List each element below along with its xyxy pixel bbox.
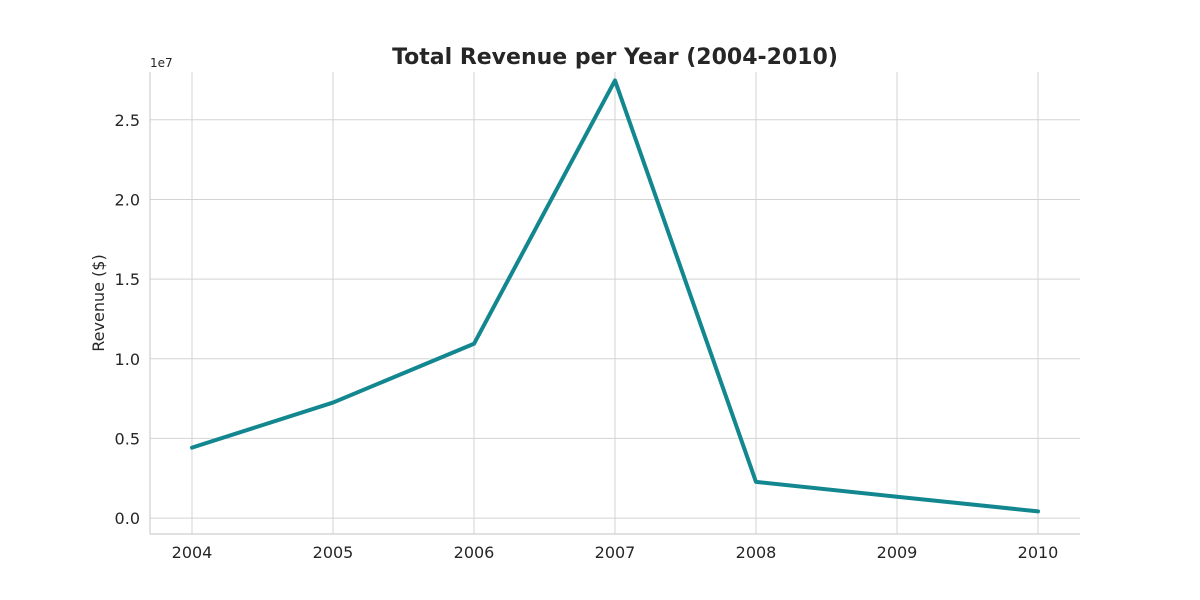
chart-title: Total Revenue per Year (2004-2010) [392, 45, 838, 70]
x-tick-label: 2004 [172, 543, 213, 562]
revenue-series-line [190, 78, 1040, 514]
y-tick-label: 0.5 [115, 429, 140, 448]
x-tick-label: 2006 [454, 543, 495, 562]
y-axis-title: Revenue ($) [89, 254, 108, 351]
axes-layer [149, 72, 1080, 535]
y-tick-label: 2.5 [115, 111, 140, 130]
x-tick-label: 2007 [595, 543, 636, 562]
labels-layer: Total Revenue per Year (2004-2010) 1e7 R… [89, 45, 1058, 562]
y-tick-label: 2.0 [115, 190, 140, 209]
grid-layer [150, 72, 1080, 534]
x-tick-label: 2008 [736, 543, 777, 562]
y-axis-offset-label: 1e7 [150, 56, 173, 70]
x-tick-label: 2005 [313, 543, 354, 562]
y-tick-label: 1.5 [115, 270, 140, 289]
x-tick-label: 2009 [877, 543, 918, 562]
y-tick-label: 0.0 [115, 509, 140, 528]
series-layer [190, 78, 1040, 514]
x-tick-label: 2010 [1018, 543, 1059, 562]
y-tick-label: 1.0 [115, 350, 140, 369]
